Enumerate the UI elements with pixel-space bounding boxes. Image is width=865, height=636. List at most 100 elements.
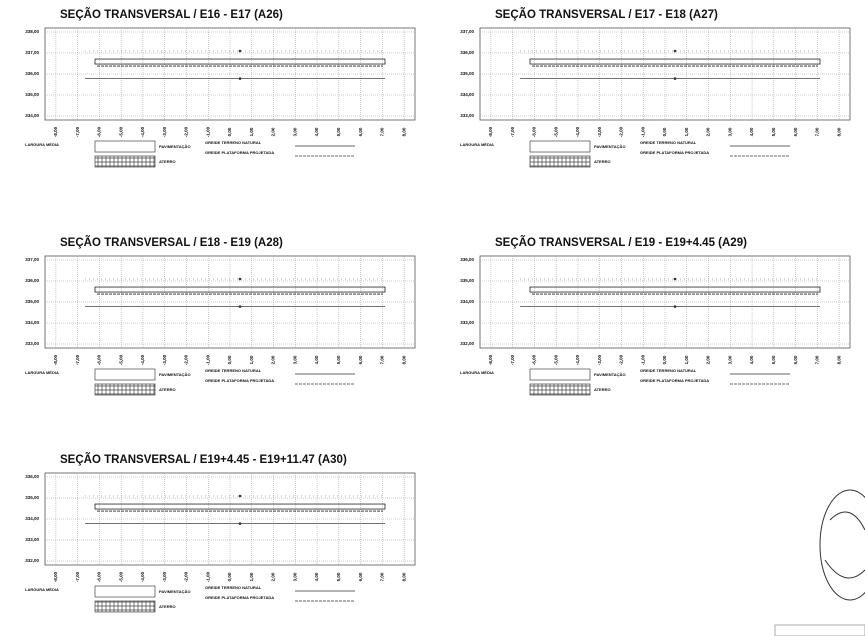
x-tick-label: -5,00 [553, 126, 558, 137]
x-tick-label: -4,00 [140, 354, 145, 365]
y-tick-label: 337,00 [460, 29, 474, 34]
x-tick-label: -8,00 [53, 126, 58, 137]
center-point [238, 494, 242, 498]
section-title: SEÇÃO TRANSVERSAL / E19 - E19+4.45 (A29) [495, 236, 747, 249]
x-tick-label: 0,00 [662, 127, 667, 136]
legend-label: PAVIMENTAÇÃO [159, 144, 191, 149]
center-point [673, 277, 677, 281]
x-tick-label: -4,00 [140, 126, 145, 137]
x-tick-label: 3,00 [292, 127, 297, 136]
center-point [238, 277, 242, 281]
legend-label: GREIDE PLATAFORMA PROJETADA [205, 150, 274, 155]
pavement [94, 58, 386, 65]
legend-label: ATERRO [159, 387, 176, 392]
x-tick-label: -5,00 [118, 354, 123, 365]
legend-label: LARGURA MÉDIA [25, 370, 59, 375]
x-tick-label: 7,00 [815, 127, 820, 136]
x-tick-label: 2,00 [706, 127, 711, 136]
cross-section: SEÇÃO TRANSVERSAL / E19 - E19+4.45 (A29)… [460, 236, 851, 396]
y-tick-label: 334,00 [460, 92, 474, 97]
x-tick-label: -1,00 [205, 126, 210, 137]
legend-label: PAVIMENTAÇÃO [159, 372, 191, 377]
y-tick-label: 337,00 [25, 257, 39, 262]
center-point [238, 305, 242, 308]
x-tick-label: 5,00 [336, 572, 341, 581]
legend-label: ATERRO [594, 387, 611, 392]
y-tick-label: 333,00 [25, 341, 39, 346]
y-tick-label: 336,00 [460, 257, 474, 262]
section-title: SEÇÃO TRANSVERSAL / E18 - E19 (A28) [60, 236, 283, 249]
x-tick-label: 1,00 [249, 572, 254, 581]
x-tick-label: 7,00 [380, 355, 385, 364]
legend-label: GREIDE PLATAFORMA PROJETADA [640, 150, 709, 155]
y-tick-label: 335,00 [25, 299, 39, 304]
y-tick-label: 335,00 [25, 495, 39, 500]
x-tick-label: 8,00 [401, 355, 406, 364]
legend-label: ATERRO [594, 159, 611, 164]
legend-label: LARGURA MÉDIA [25, 587, 59, 592]
x-tick-label: 3,00 [727, 127, 732, 136]
x-tick-label: 2,00 [706, 355, 711, 364]
x-tick-label: 5,00 [336, 355, 341, 364]
cross-section: SEÇÃO TRANSVERSAL / E19+4.45 - E19+11.47… [25, 453, 416, 613]
x-tick-label: 0,00 [227, 572, 232, 581]
legend-swatch [529, 368, 591, 381]
legend-label: GREIDE TERRENO NATURAL [205, 140, 262, 145]
center-point [238, 522, 242, 525]
x-tick-label: -3,00 [162, 126, 167, 137]
center-point [673, 77, 677, 80]
x-tick-label: -6,00 [532, 126, 537, 137]
x-tick-label: -3,00 [597, 354, 602, 365]
y-tick-label: 335,00 [25, 92, 39, 97]
x-tick-label: -8,00 [53, 354, 58, 365]
x-tick-label: -7,00 [510, 126, 515, 137]
y-tick-label: 334,00 [25, 113, 39, 118]
legend-swatch [94, 368, 156, 381]
legend-label: LARGURA MÉDIA [460, 142, 494, 147]
x-tick-label: 8,00 [836, 355, 841, 364]
x-tick-label: 1,00 [249, 127, 254, 136]
legend-label: GREIDE TERRENO NATURAL [205, 368, 262, 373]
x-tick-label: -5,00 [118, 126, 123, 137]
x-tick-label: -7,00 [75, 126, 80, 137]
section-title: SEÇÃO TRANSVERSAL / E17 - E18 (A27) [495, 8, 718, 21]
x-tick-label: 5,00 [336, 127, 341, 136]
x-tick-label: -8,00 [488, 354, 493, 365]
pavement [529, 286, 821, 293]
center-point [673, 49, 677, 53]
legend-label: PAVIMENTAÇÃO [594, 372, 626, 377]
y-tick-label: 335,00 [460, 71, 474, 76]
legend-label: GREIDE PLATAFORMA PROJETADA [205, 378, 274, 383]
pavement [94, 503, 386, 510]
y-tick-label: 333,00 [460, 320, 474, 325]
x-tick-label: -7,00 [510, 354, 515, 365]
x-tick-label: 8,00 [401, 572, 406, 581]
x-tick-label: -6,00 [97, 126, 102, 137]
legend-label: LARGURA MÉDIA [460, 370, 494, 375]
x-tick-label: -7,00 [75, 571, 80, 582]
x-tick-label: 0,00 [662, 355, 667, 364]
x-tick-label: -4,00 [575, 126, 580, 137]
center-point [673, 305, 677, 308]
x-tick-label: 7,00 [380, 127, 385, 136]
x-tick-label: 0,00 [227, 127, 232, 136]
x-tick-label: 3,00 [292, 572, 297, 581]
y-tick-label: 336,00 [25, 278, 39, 283]
y-tick-label: 337,00 [25, 50, 39, 55]
x-tick-label: -3,00 [597, 126, 602, 137]
x-tick-label: 2,00 [271, 127, 276, 136]
x-tick-label: 7,00 [380, 572, 385, 581]
x-tick-label: 4,00 [314, 572, 319, 581]
y-tick-label: 334,00 [460, 299, 474, 304]
x-tick-label: 5,00 [771, 127, 776, 136]
x-tick-label: -6,00 [97, 354, 102, 365]
legend-swatch [529, 140, 591, 153]
x-tick-label: 1,00 [684, 127, 689, 136]
legend-swatch [94, 140, 156, 153]
x-tick-label: 3,00 [292, 355, 297, 364]
cross-section: SEÇÃO TRANSVERSAL / E18 - E19 (A28) -8,00… [25, 236, 416, 396]
x-tick-label: -6,00 [97, 571, 102, 582]
y-tick-label: 334,00 [25, 516, 39, 521]
x-tick-label: -2,00 [184, 571, 189, 582]
